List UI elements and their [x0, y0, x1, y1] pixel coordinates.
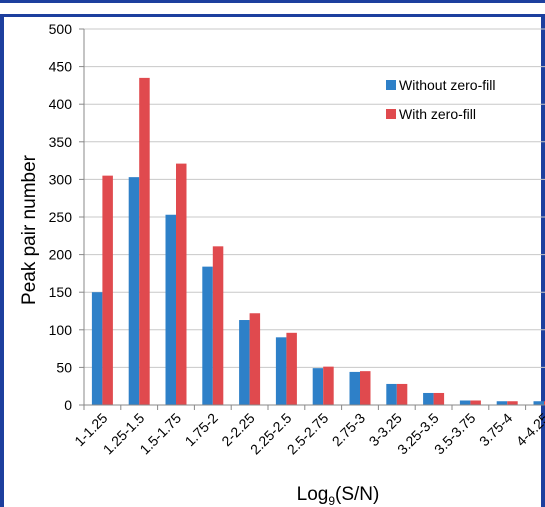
- x-tick-label: 3.75-4: [476, 410, 516, 450]
- x-axis-label-base: Log: [297, 484, 329, 505]
- axes: [79, 28, 545, 410]
- bar-without-zero-fill: [275, 337, 287, 405]
- x-tick-label: 1.5-1.75: [136, 410, 184, 458]
- y-tick-label: 400: [49, 96, 73, 112]
- y-tick-label: 500: [49, 21, 73, 37]
- y-tick-label: 250: [49, 209, 73, 225]
- bar-without-zero-fill: [312, 368, 324, 405]
- y-axis-label: Peak pair number: [19, 154, 40, 305]
- bar-with-zero-fill: [360, 371, 371, 405]
- bar-without-zero-fill: [349, 371, 360, 405]
- bar-without-zero-fill: [423, 392, 434, 405]
- x-axis-label: Log9(S/N): [297, 484, 380, 507]
- bar-with-zero-fill: [396, 383, 408, 405]
- frame-inner-border: [0, 14, 545, 17]
- bar-with-zero-fill: [139, 77, 150, 405]
- bar-without-zero-fill: [91, 292, 103, 405]
- y-tick-label: 350: [49, 134, 73, 150]
- legend: Without zero-fill With zero-fill: [386, 77, 495, 122]
- y-tick-label: 50: [56, 359, 72, 375]
- y-tick-label: 150: [49, 284, 73, 300]
- x-tick-label: 2.5-2.75: [284, 410, 332, 458]
- legend-swatch: [386, 109, 396, 119]
- bar-without-zero-fill: [386, 383, 397, 405]
- bar-without-zero-fill: [533, 401, 544, 405]
- frame-right-border: [541, 14, 545, 507]
- bar-with-zero-fill: [507, 401, 518, 405]
- frame-top-border: [0, 0, 545, 3]
- x-tick-label: 2.75-3: [329, 410, 369, 450]
- bar-with-zero-fill: [102, 175, 113, 405]
- y-tick-label: 100: [49, 322, 73, 338]
- legend-label: With zero-fill: [399, 106, 476, 122]
- x-tick-label: 4-4.25: [513, 410, 545, 450]
- gridlines: [84, 28, 545, 368]
- legend-label: Without zero-fill: [399, 77, 495, 93]
- y-tick-label: 300: [49, 171, 73, 187]
- bar-without-zero-fill: [165, 214, 176, 405]
- bar-with-zero-fill: [176, 163, 187, 405]
- bar-with-zero-fill: [286, 332, 297, 405]
- bar-without-zero-fill: [239, 320, 250, 405]
- x-tick-label: 3.5-3.75: [431, 410, 479, 458]
- x-tick-labels: 1-1.251.25-1.51.5-1.751.75-22-2.252.25-2…: [71, 410, 545, 458]
- bar-with-zero-fill: [212, 246, 224, 405]
- bar-with-zero-fill: [249, 313, 261, 405]
- bar-without-zero-fill: [459, 400, 471, 405]
- x-tick-label: 1.75-2: [182, 410, 222, 450]
- bars: [91, 77, 545, 405]
- y-tick-label: 450: [49, 59, 73, 75]
- bar-without-zero-fill: [202, 266, 213, 405]
- bar-with-zero-fill: [470, 400, 481, 405]
- bar-without-zero-fill: [496, 401, 508, 405]
- bar-with-zero-fill: [323, 366, 334, 405]
- bar-without-zero-fill: [128, 177, 140, 405]
- y-tick-label: 200: [49, 247, 73, 263]
- frame-left-border: [0, 14, 4, 507]
- legend-swatch: [386, 80, 396, 90]
- y-tick-label: 0: [64, 397, 72, 413]
- x-axis-label-rest: (S/N): [335, 484, 379, 505]
- y-tick-labels: 0 50 100 150 200 250 300 350 400 450 500: [49, 21, 73, 413]
- x-axis-label-subscript: 9: [328, 494, 335, 507]
- bar-with-zero-fill: [433, 392, 445, 405]
